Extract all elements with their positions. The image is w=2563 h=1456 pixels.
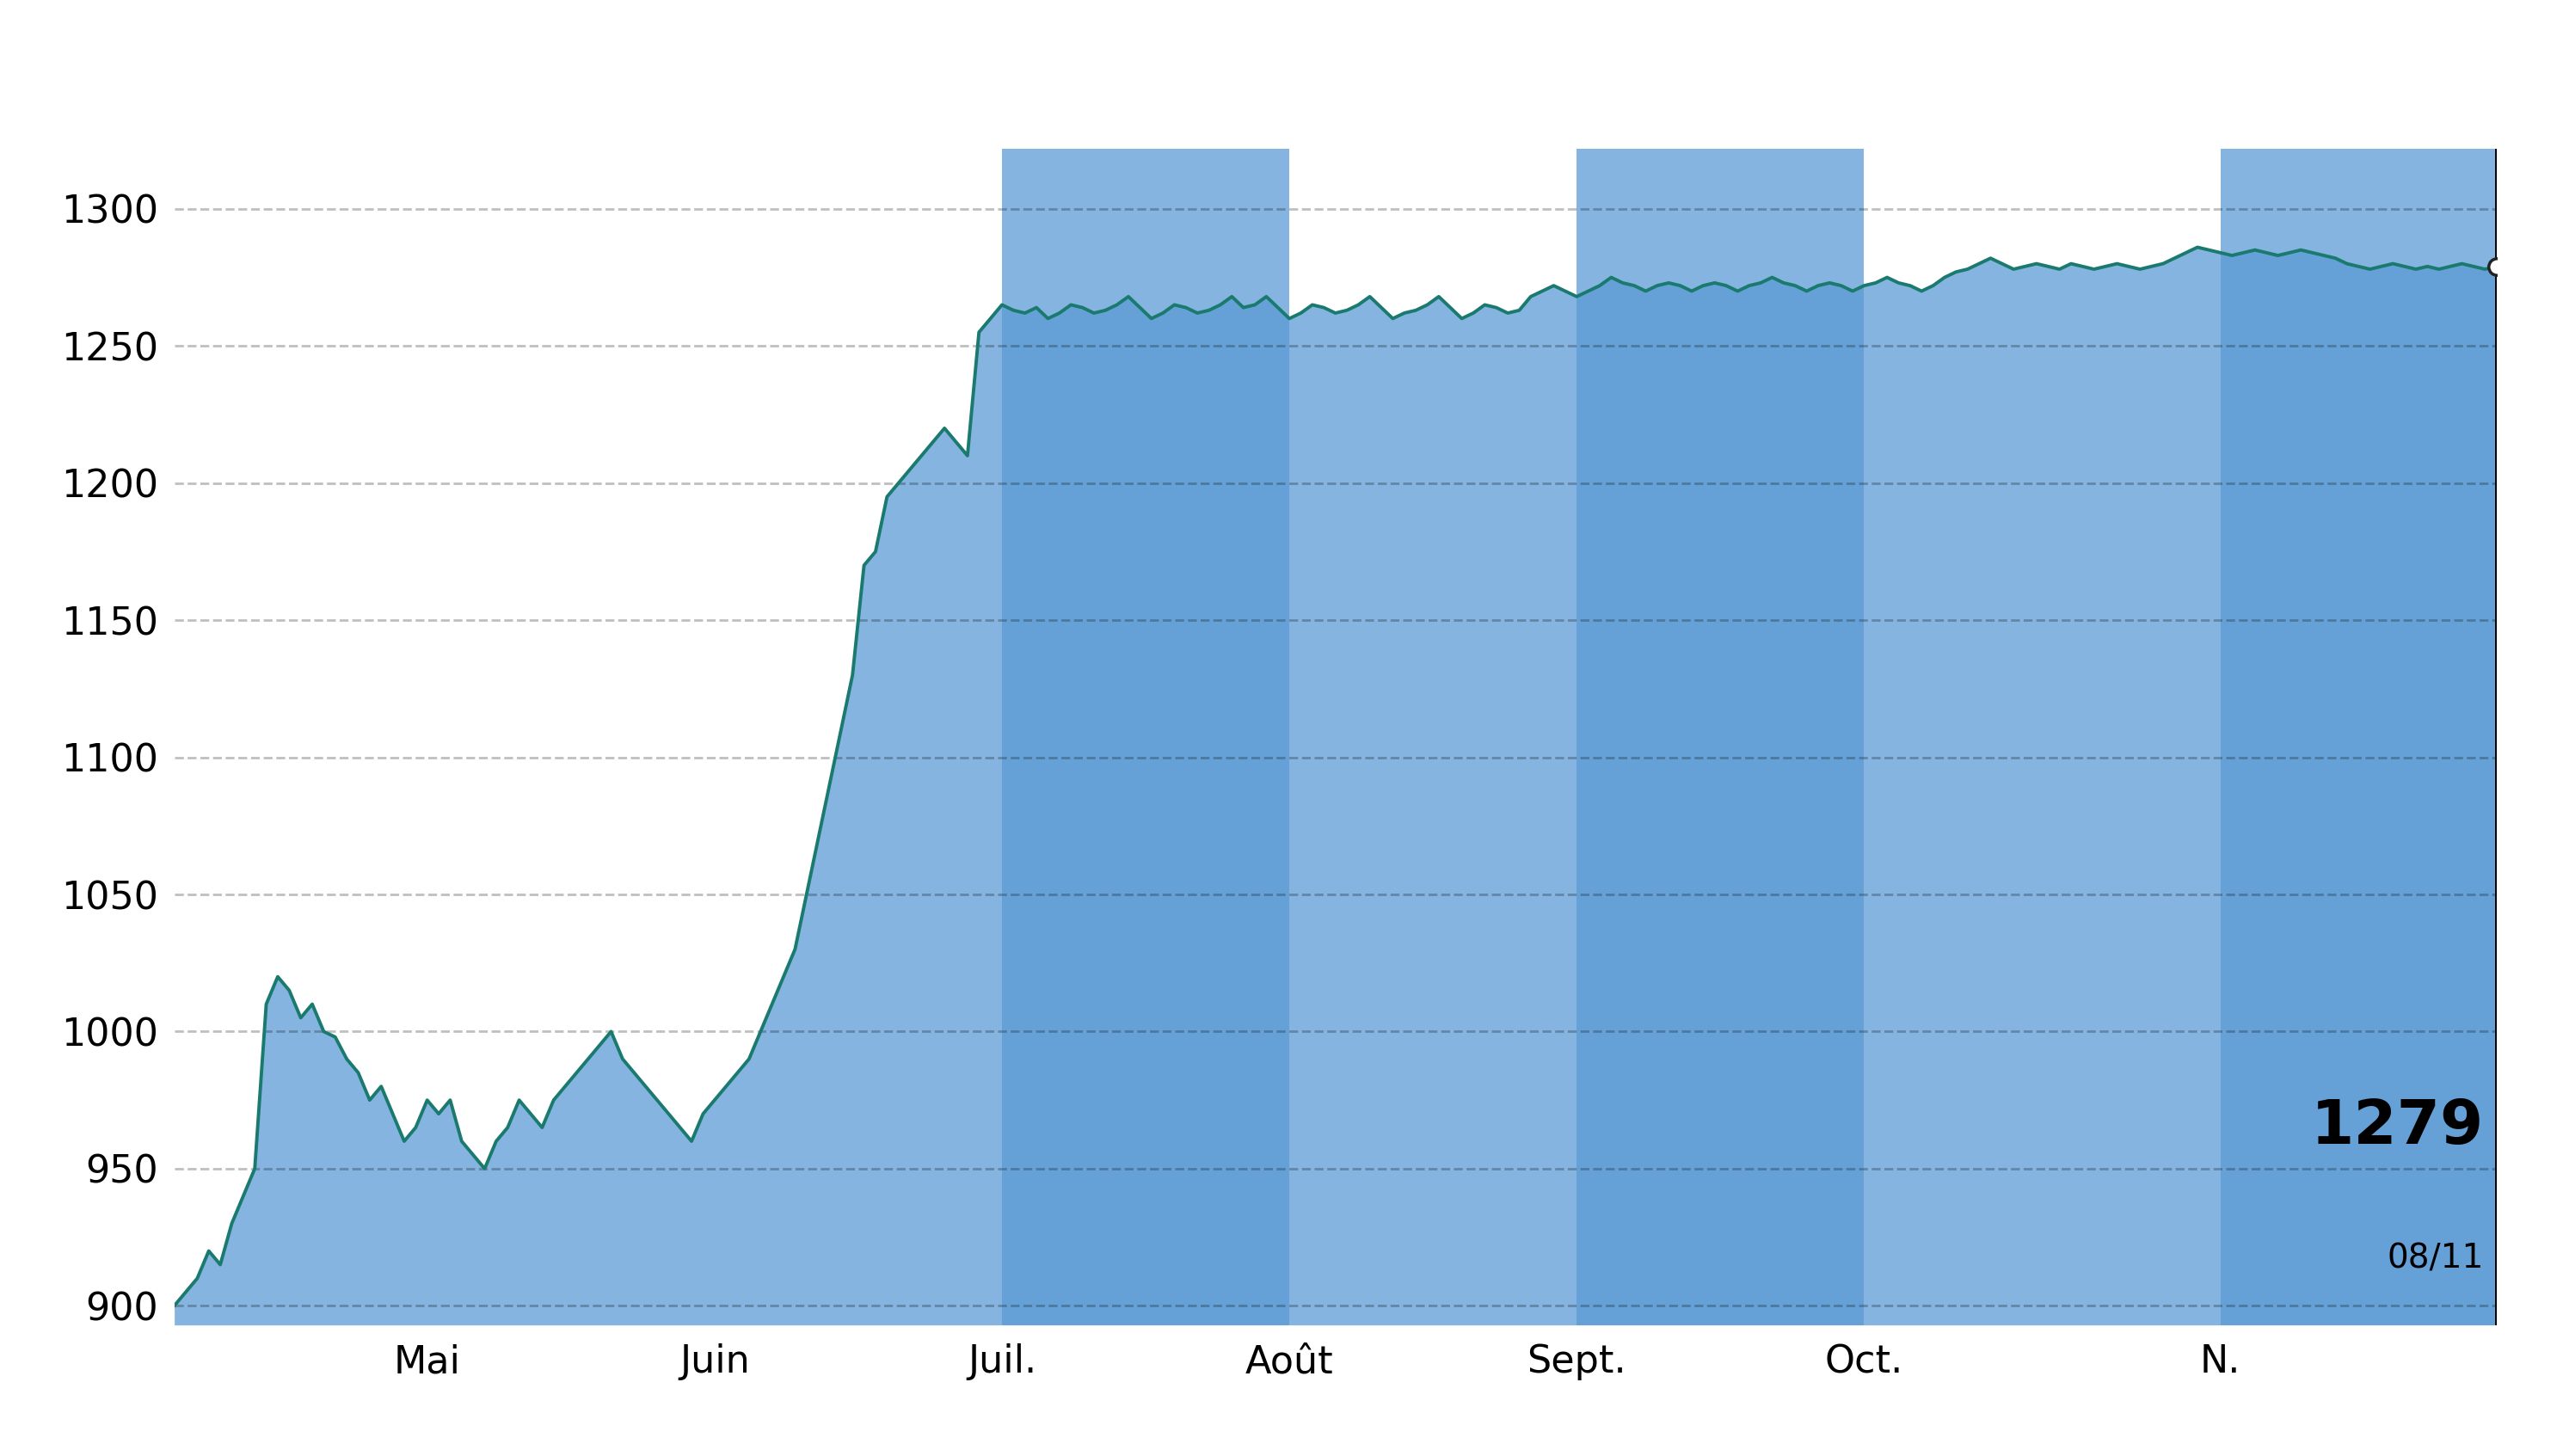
Text: Britvic PLC: Britvic PLC bbox=[1061, 25, 1502, 95]
Bar bbox=[1576, 149, 1863, 1325]
Text: 08/11: 08/11 bbox=[2386, 1242, 2484, 1274]
Text: 1279: 1279 bbox=[2309, 1096, 2484, 1156]
Bar bbox=[1002, 149, 1289, 1325]
Bar bbox=[2220, 149, 2496, 1325]
